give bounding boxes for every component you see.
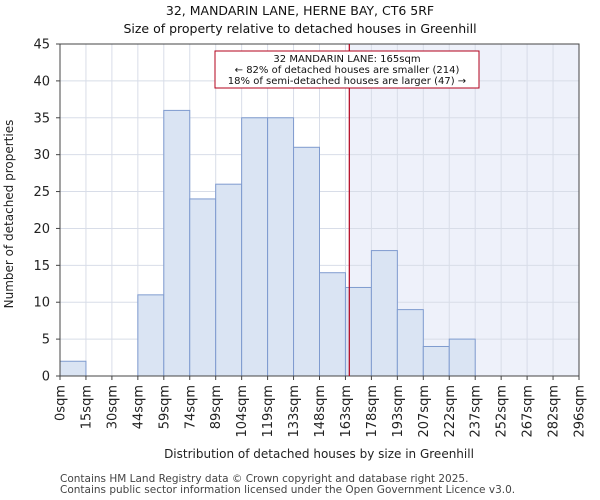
y-axis-label: Number of detached properties (2, 120, 16, 309)
x-axis-label: Distribution of detached houses by size … (164, 447, 474, 461)
x-tick-label: 282sqm (547, 385, 562, 438)
y-tick-label: 15 (33, 259, 50, 274)
annotation-line: 32 MANDARIN LANE: 165sqm (273, 54, 420, 65)
y-tick-label: 20 (33, 222, 50, 237)
x-tick-label: 193sqm (391, 385, 406, 438)
x-tick-label: 133sqm (287, 385, 302, 438)
x-tick-label: 178sqm (365, 385, 380, 438)
x-tick-label: 252sqm (495, 385, 510, 438)
x-tick-label: 163sqm (339, 385, 354, 438)
bar-chart: 0 5 10 15 20 25 30 35 40 45 0sqm 15sqm 30sqm 44sqm 59s… (2, 38, 588, 462)
x-tick-label: 207sqm (417, 385, 432, 438)
x-tick-label: 30sqm (105, 385, 120, 429)
y-tick-label: 40 (33, 74, 50, 89)
footer-line-2: Contains public sector information licen… (60, 484, 516, 496)
annotation-box (214, 50, 480, 89)
x-tick-label: 296sqm (573, 385, 588, 438)
y-tick-label: 10 (33, 296, 50, 311)
x-tick-label: 15sqm (79, 385, 94, 429)
y-tick-label: 5 (42, 333, 50, 348)
x-tick-label: 267sqm (521, 385, 536, 438)
x-tick-label: 44sqm (131, 385, 146, 429)
x-tick-label: 89sqm (209, 385, 224, 429)
bar (267, 117, 295, 377)
y-tick-label: 45 (33, 38, 50, 53)
bar (293, 146, 320, 377)
x-tick-label: 0sqm (54, 385, 69, 421)
x-tick-label: 74sqm (183, 385, 198, 429)
y-tick-label: 25 (33, 185, 50, 200)
bar (422, 345, 450, 377)
bar (319, 272, 346, 377)
bar (189, 198, 217, 377)
bar (370, 250, 398, 377)
bar (215, 183, 243, 377)
chart-title: 32, MANDARIN LANE, HERNE BAY, CT6 5RF (165, 3, 435, 18)
x-tick-label: 222sqm (443, 385, 458, 438)
y-tick-label: 30 (33, 148, 50, 163)
x-tick-label: 148sqm (313, 385, 328, 438)
x-tick-label: 104sqm (235, 385, 250, 438)
chart-subtitle: Size of property relative to detached ho… (123, 21, 477, 36)
x-tick-label: 237sqm (469, 385, 484, 438)
y-tick-label: 35 (33, 111, 50, 126)
x-tick-label: 59sqm (157, 385, 172, 429)
x-tick-label: 119sqm (261, 385, 276, 438)
bar (396, 309, 424, 377)
annotation-line: 18% of semi-detached houses are larger (… (228, 76, 466, 87)
bar (241, 117, 269, 377)
bar (448, 338, 476, 377)
annotation-line: ← 82% of detached houses are smaller (21… (235, 65, 460, 76)
footer-line-1: Contains HM Land Registry data © Crown c… (60, 473, 469, 485)
bar (59, 360, 87, 377)
bar (163, 109, 191, 377)
y-tick-label: 0 (42, 370, 50, 385)
bar (137, 294, 165, 377)
